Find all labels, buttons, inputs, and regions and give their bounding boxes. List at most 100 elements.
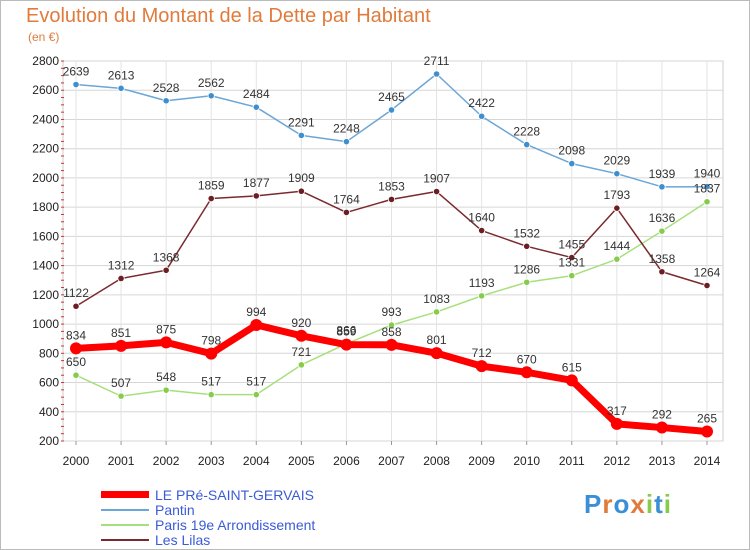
data-label: 2098 (558, 144, 585, 158)
legend-item: Les Lilas (101, 531, 315, 548)
data-label: 834 (66, 328, 86, 342)
x-tick-label: 2006 (333, 454, 360, 468)
data-label: 1940 (694, 167, 721, 181)
proxiti-logo: Proxiti (584, 489, 672, 520)
y-tick-label: 600 (39, 376, 59, 390)
legend-label: Les Lilas (155, 531, 211, 548)
data-label: 1444 (604, 239, 631, 253)
data-label: 1455 (558, 238, 585, 252)
y-tick-label: 2600 (32, 83, 59, 97)
data-label: 1532 (513, 226, 540, 240)
data-point (72, 371, 80, 379)
x-tick-label: 2001 (108, 454, 135, 468)
data-label: 2228 (513, 125, 540, 139)
x-tick-label: 2005 (288, 454, 315, 468)
data-point (387, 106, 396, 114)
x-tick-label: 2002 (153, 454, 180, 468)
legend-swatch (101, 538, 149, 541)
data-point (117, 84, 125, 92)
data-label: 1859 (198, 179, 225, 193)
chart-legend: LE PRé-SAINT-GERVAIS Pantin Paris 19e Arro… (101, 487, 316, 548)
data-label: 1907 (423, 172, 450, 186)
logo-letter: o (613, 489, 631, 519)
y-tick-label: 2800 (32, 54, 59, 68)
data-point (703, 198, 711, 206)
data-label: 548 (156, 370, 176, 384)
data-label: 670 (517, 352, 537, 366)
data-point (207, 194, 215, 203)
y-tick-label: 1400 (32, 259, 59, 273)
data-label: 1368 (153, 250, 180, 264)
x-tick-label: 2003 (198, 454, 225, 468)
chart-subtitle: (en €) (28, 30, 60, 44)
data-point (340, 338, 353, 351)
data-label: 1331 (558, 256, 585, 270)
data-point (70, 342, 82, 355)
data-label: 1877 (243, 176, 270, 190)
data-label: 2711 (424, 54, 450, 68)
data-point (252, 192, 260, 200)
data-point (162, 266, 170, 274)
data-label: 317 (607, 404, 627, 418)
data-label: 2639 (63, 65, 90, 79)
x-tick-label: 2011 (559, 454, 585, 468)
data-label: 994 (246, 305, 266, 319)
data-point (523, 242, 531, 250)
data-point (342, 138, 351, 146)
data-point (117, 274, 125, 283)
data-label: 265 (697, 412, 717, 426)
data-label: 858 (381, 325, 401, 339)
data-point (205, 347, 218, 360)
data-point (478, 292, 486, 300)
legend-item: Pantin (101, 502, 315, 518)
data-point (568, 272, 576, 280)
data-point (432, 187, 441, 196)
logo-letter: i (663, 489, 672, 519)
data-point (658, 268, 666, 276)
data-label: 1837 (694, 182, 721, 196)
data-point (252, 103, 260, 111)
data-point (252, 391, 260, 399)
data-point (613, 255, 621, 263)
x-tick-label: 2010 (513, 454, 540, 468)
x-tick-label: 2013 (649, 454, 676, 468)
logo-letter: P (584, 489, 603, 519)
data-point (297, 187, 305, 195)
data-label: 1793 (604, 188, 631, 202)
data-point (520, 366, 533, 379)
data-label: 2465 (378, 90, 405, 104)
data-label: 1853 (378, 179, 405, 193)
logo-letter: x (630, 489, 646, 519)
data-label: 2248 (333, 122, 360, 136)
chart-title: Evolution du Montant de la Dette par Hab… (26, 5, 431, 27)
data-label: 2484 (243, 87, 270, 101)
logo-letter: r (602, 489, 614, 519)
data-point (701, 425, 713, 438)
data-label: 866 (336, 324, 356, 338)
data-label: 851 (111, 326, 131, 340)
y-tick-label: 200 (39, 434, 59, 448)
data-point (610, 417, 623, 430)
data-label: 1312 (108, 258, 135, 272)
data-label: 1286 (513, 262, 540, 276)
x-tick-label: 2007 (378, 454, 405, 468)
legend-label: Paris 19e Arrondissement (155, 516, 316, 533)
data-label: 517 (201, 375, 221, 389)
data-point (387, 195, 396, 204)
data-point (207, 391, 215, 399)
data-point (342, 208, 351, 217)
data-point (703, 281, 711, 290)
data-point (475, 360, 488, 373)
data-label: 2291 (288, 115, 315, 129)
x-tick-label: 2009 (468, 454, 495, 468)
data-point (568, 253, 576, 262)
data-point (568, 160, 576, 168)
data-point (432, 308, 441, 316)
data-point (295, 329, 308, 342)
data-label: 2422 (468, 96, 495, 110)
x-tick-label: 2004 (243, 454, 270, 468)
data-label: 1083 (423, 292, 450, 306)
legend-item: Paris 19e Arrondissement (101, 516, 316, 533)
data-label: 2562 (198, 76, 225, 90)
data-point (655, 421, 668, 434)
